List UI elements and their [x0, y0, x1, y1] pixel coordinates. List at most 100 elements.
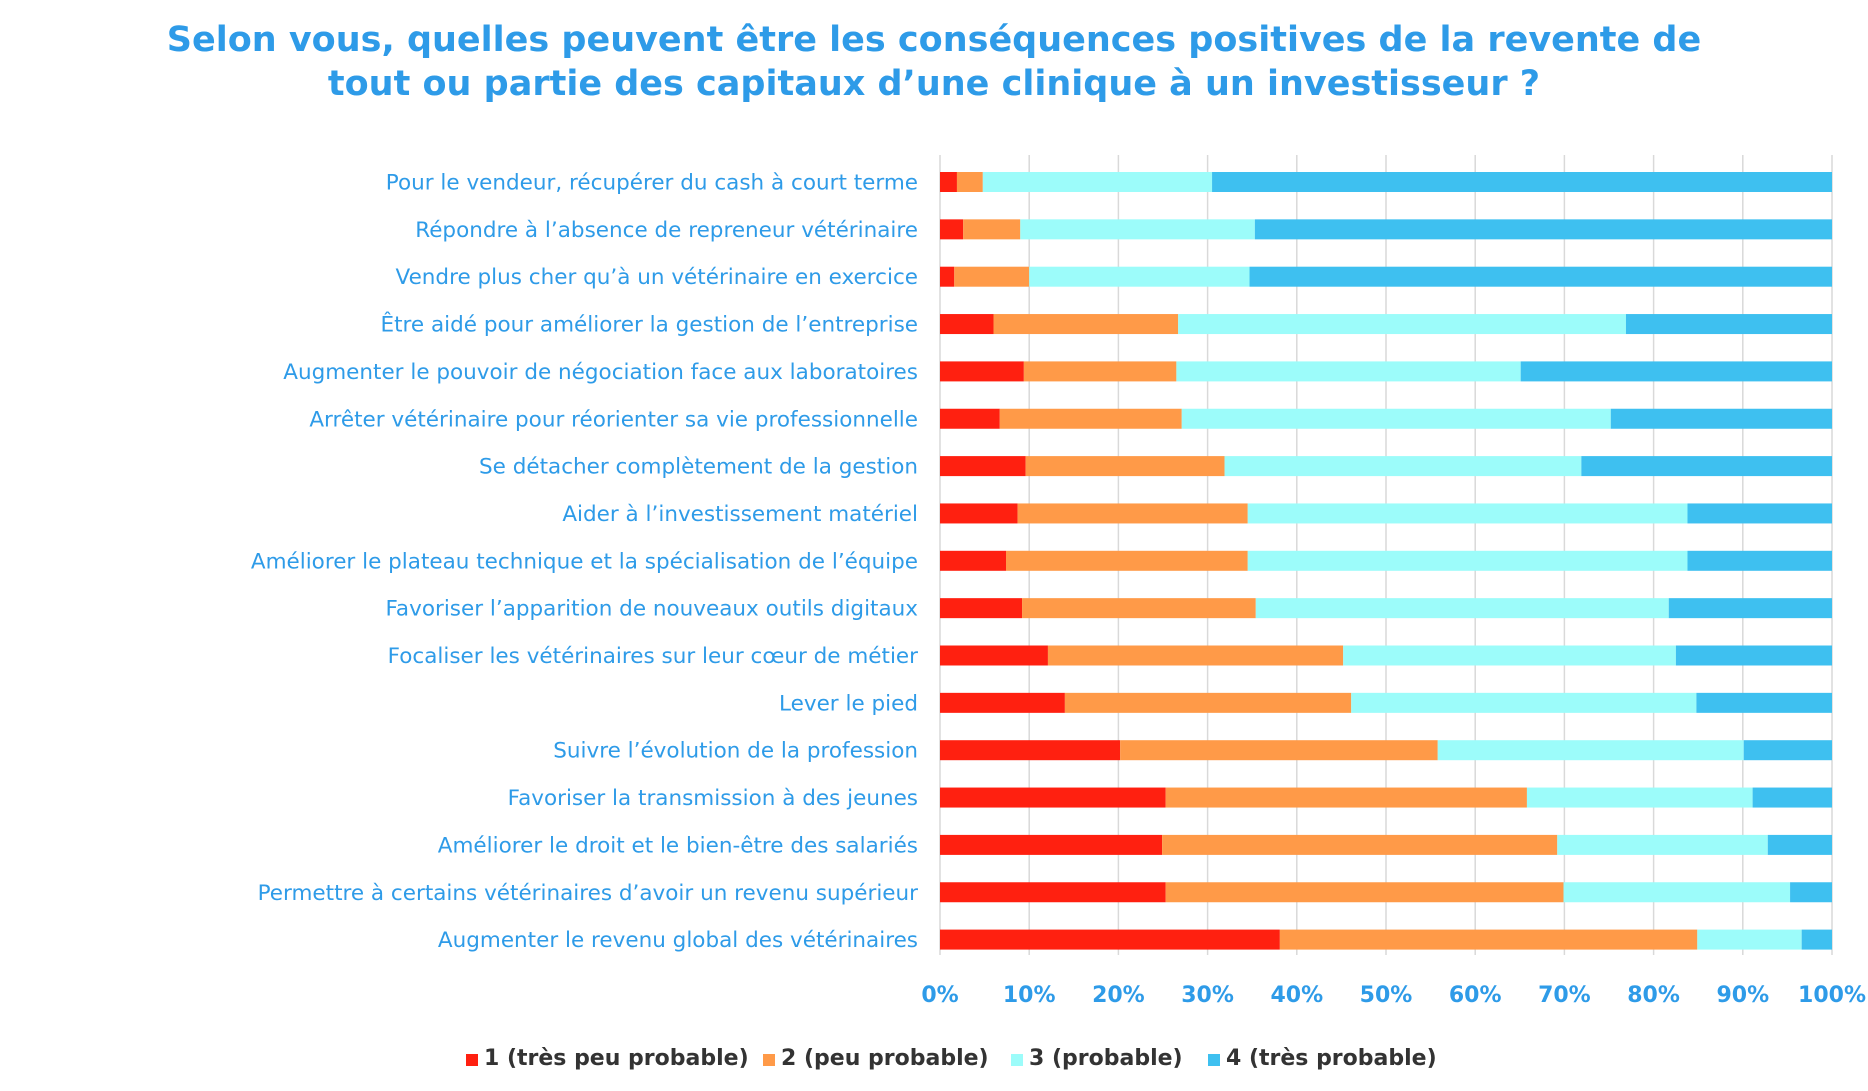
bar-segment-series-2 — [1023, 361, 1177, 382]
bar-segment-series-4 — [1254, 219, 1832, 240]
category-label: Focaliser les vétérinaires sur leur cœur… — [388, 644, 918, 669]
bar-segment-series-4 — [1696, 692, 1832, 713]
bar-segment-series-1 — [940, 740, 1121, 761]
x-tick-label: 40% — [1270, 983, 1323, 1008]
category-label: Lever le pied — [779, 691, 918, 716]
x-tick-label: 70% — [1538, 983, 1591, 1008]
category-label: Être aidé pour améliorer la gestion de l… — [381, 312, 918, 338]
bar-segment-series-2 — [1165, 787, 1527, 808]
category-label: Répondre à l’absence de repreneur vétéri… — [415, 218, 918, 243]
bar-segment-series-1 — [940, 550, 1007, 571]
bar-segment-series-3 — [1247, 503, 1688, 524]
bar-segment-series-3 — [1247, 550, 1688, 571]
category-label: Aider à l’investissement matériel — [562, 502, 918, 527]
bar-segment-series-1 — [940, 645, 1048, 666]
bar-segment-series-2 — [1022, 598, 1256, 619]
category-label: Suivre l’évolution de la profession — [553, 739, 918, 764]
legend: 1 (très peu probable) 2 (peu probable) 3 (… — [466, 1046, 1437, 1071]
chart-title-line-1: Selon vous, quelles peuvent être les con… — [166, 20, 1702, 60]
bar-segment-series-1 — [940, 219, 964, 240]
x-tick-label: 50% — [1360, 983, 1413, 1008]
bar-segment-series-4 — [1249, 266, 1832, 287]
category-label: Améliorer le droit et le bien-être des s… — [438, 833, 918, 858]
bar-segment-series-3 — [1020, 219, 1255, 240]
x-tick-label: 10% — [1003, 983, 1056, 1008]
bar-segment-series-4 — [1790, 882, 1832, 903]
category-label: Pour le vendeur, récupérer du cash à cou… — [386, 171, 918, 196]
legend-label: 2 (peu probable) — [781, 1046, 989, 1071]
bar-segment-series-3 — [1181, 408, 1611, 429]
bar-segment-series-2 — [1006, 550, 1248, 571]
bar-segment-series-1 — [940, 787, 1166, 808]
bar-segment-series-3 — [1224, 456, 1582, 477]
x-tick-label: 20% — [1092, 983, 1145, 1008]
legend-swatch — [1011, 1054, 1023, 1066]
bar-segment-series-2 — [1120, 740, 1438, 761]
legend-swatch — [1208, 1054, 1220, 1066]
bar-segment-series-2 — [1165, 882, 1564, 903]
bar-segment-series-1 — [940, 314, 994, 335]
bar-segment-series-2 — [956, 172, 983, 192]
legend-label: 4 (très probable) — [1226, 1046, 1437, 1071]
category-label: Augmenter le revenu global des vétérinai… — [438, 928, 918, 953]
bar-segment-series-4 — [1520, 361, 1832, 382]
legend-swatch — [763, 1054, 775, 1066]
bar-segment-series-3 — [1178, 314, 1626, 335]
bar-segment-series-1 — [940, 692, 1065, 713]
bar-segment-series-1 — [940, 361, 1024, 382]
bars — [940, 172, 1832, 950]
bar-segment-series-2 — [1279, 929, 1698, 950]
bar-segment-series-4 — [1743, 740, 1832, 761]
bar-segment-series-1 — [940, 456, 1026, 477]
bar-segment-series-2 — [1162, 834, 1558, 855]
bar-segment-series-3 — [1697, 929, 1802, 950]
bar-segment-series-4 — [1687, 503, 1832, 524]
bar-segment-series-1 — [940, 834, 1163, 855]
bar-segment-series-2 — [1064, 692, 1352, 713]
bar-segment-series-1 — [940, 266, 955, 287]
bar-segment-series-3 — [1563, 882, 1791, 903]
chart-title-line-2: tout ou partie des capitaux d’une cliniq… — [327, 64, 1541, 104]
bar-segment-series-3 — [1343, 645, 1676, 666]
category-label: Permettre à certains vétérinaires d’avoi… — [258, 881, 919, 906]
x-tick-label: 90% — [1716, 983, 1769, 1008]
x-tick-label: 100% — [1798, 983, 1866, 1008]
bar-segment-series-2 — [1025, 456, 1225, 477]
bar-segment-series-4 — [1687, 550, 1832, 571]
x-tick-label: 60% — [1449, 983, 1502, 1008]
bar-segment-series-3 — [982, 172, 1213, 192]
x-tick-label: 30% — [1181, 983, 1234, 1008]
bar-segment-series-1 — [940, 598, 1023, 619]
category-label: Favoriser la transmission à des jeunes — [508, 786, 918, 811]
bar-segment-series-2 — [963, 219, 1021, 240]
bar-segment-series-4 — [1767, 834, 1832, 855]
bar-segment-series-4 — [1675, 645, 1832, 666]
bar-segment-series-3 — [1351, 692, 1697, 713]
bar-segment-series-1 — [940, 882, 1166, 903]
bar-segment-series-4 — [1668, 598, 1832, 619]
bar-segment-series-1 — [940, 503, 1018, 524]
bar-segment-series-3 — [1557, 834, 1768, 855]
category-label: Vendre plus cher qu’à un vétérinaire en … — [396, 265, 918, 290]
bar-segment-series-3 — [1526, 787, 1753, 808]
bar-segment-series-3 — [1437, 740, 1744, 761]
category-label: Augmenter le pouvoir de négociation face… — [283, 360, 918, 385]
bar-segment-series-3 — [1176, 361, 1521, 382]
bar-segment-series-4 — [1581, 456, 1832, 477]
x-tick-label: 0% — [921, 983, 958, 1008]
bar-segment-series-2 — [954, 266, 1030, 287]
x-axis-tick-labels: 0% 10% 20% 30% 40% 50% 60% 70% 80% 90% 100% — [921, 983, 1866, 1008]
bar-segment-series-4 — [1610, 408, 1832, 429]
bar-segment-series-1 — [940, 929, 1280, 950]
bar-segment-series-2 — [1017, 503, 1248, 524]
legend-label: 3 (probable) — [1029, 1046, 1183, 1071]
bar-segment-series-4 — [1801, 929, 1832, 950]
bar-segment-series-4 — [1752, 787, 1832, 808]
bar-segment-series-2 — [999, 408, 1182, 429]
category-label: Améliorer le plateau technique et la spé… — [251, 549, 918, 574]
bar-segment-series-2 — [1047, 645, 1344, 666]
bar-segment-series-1 — [940, 172, 957, 192]
legend-label: 1 (très peu probable) — [484, 1046, 749, 1071]
bar-segment-series-3 — [1255, 598, 1669, 619]
